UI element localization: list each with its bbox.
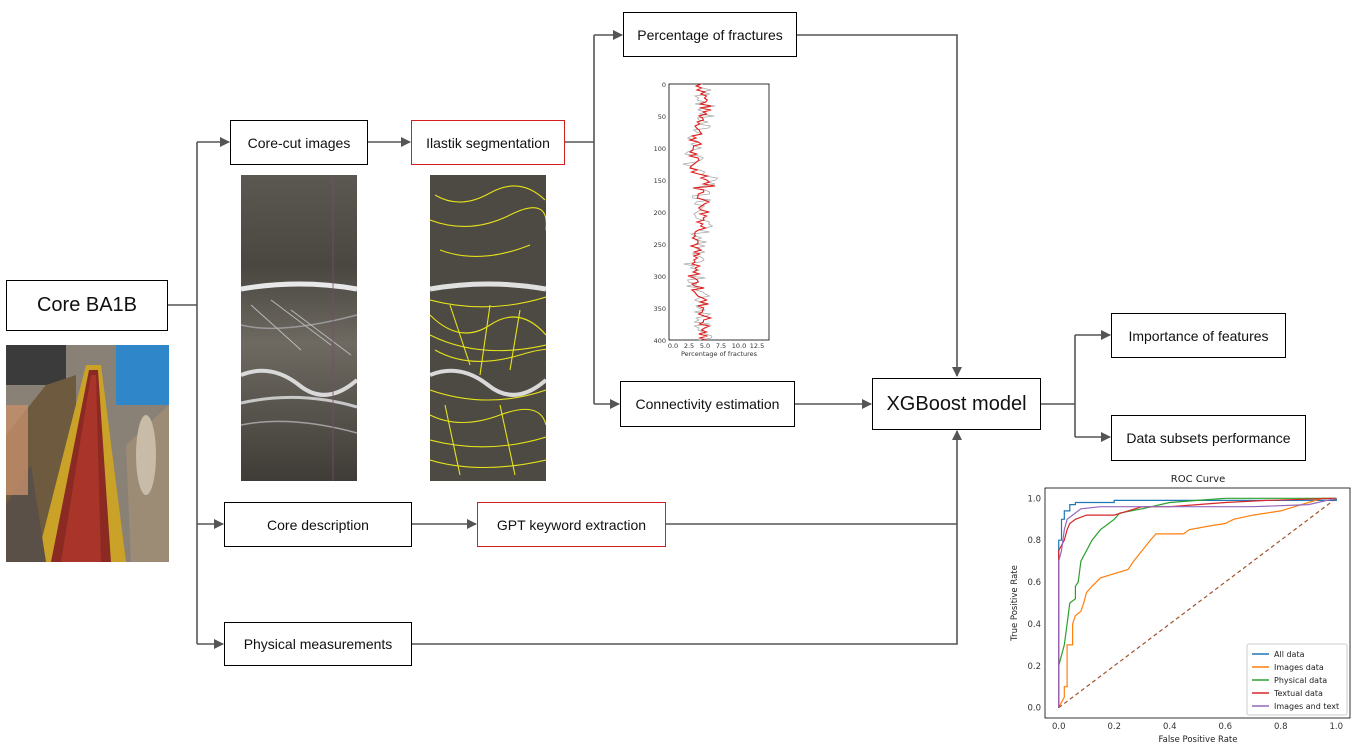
roc-legend-label: All data (1274, 650, 1305, 659)
fracture-plot-xlabel: Percentage of fractures (681, 350, 758, 358)
segmented-core-image (430, 175, 546, 481)
y-tick-1: 50 (658, 113, 666, 121)
roc-ylabel: True Positive Rate (1010, 565, 1020, 642)
core-cut-images-label: Core-cut images (247, 134, 351, 151)
y-tick-5: 250 (654, 241, 666, 249)
roc-x-tick: 0.4 (1163, 722, 1177, 732)
x-tick-4: 10.0 (732, 342, 746, 350)
roc-series-all-data (1058, 498, 1337, 708)
roc-chart: ROC Curve 0.0 0.2 0.4 0.6 0.8 1.0 0.0 0.2 0.4 0.6… (1005, 468, 1361, 748)
roc-series-images-and-text (1058, 497, 1337, 708)
data-subsets-performance-label: Data subsets performance (1126, 430, 1291, 446)
roc-legend-label: Physical data (1274, 676, 1327, 685)
fracture-profile-plot: 0 50 100 150 200 250 300 350 400 0.0 2.5… (647, 78, 772, 360)
roc-x-tick: 0.8 (1274, 722, 1288, 732)
fracture-plot-series (687, 83, 716, 341)
y-tick-7: 350 (654, 305, 666, 313)
x-tick-2: 5.0 (700, 342, 710, 350)
percentage-of-fractures-node: Percentage of fractures (623, 12, 797, 57)
x-tick-0: 0.0 (668, 342, 678, 350)
x-tick-3: 7.5 (716, 342, 726, 350)
gpt-keyword-extraction-label: GPT keyword extraction (496, 516, 647, 533)
core-cut-images-node: Core-cut images (230, 120, 368, 165)
x-tick-5: 12.5 (750, 342, 764, 350)
roc-series-images-data (1058, 497, 1337, 708)
xgboost-model-node: XGBoost model (872, 378, 1041, 430)
roc-title: ROC Curve (1171, 474, 1225, 485)
roc-xlabel: False Positive Rate (1159, 735, 1238, 745)
roc-series-physical-data (1058, 497, 1337, 708)
ilastik-segmentation-label: Ilastik segmentation (426, 134, 550, 151)
roc-legend-label: Images data (1274, 663, 1324, 672)
y-tick-3: 150 (654, 177, 666, 185)
y-tick-6: 300 (654, 273, 666, 281)
data-subsets-performance-node: Data subsets performance (1111, 415, 1306, 461)
roc-x-tick: 0.2 (1107, 722, 1121, 732)
roc-x-tick: 0.6 (1218, 722, 1232, 732)
core-photo (6, 345, 169, 562)
roc-y-tick: 0.0 (1027, 704, 1041, 714)
roc-series-textual-data (1058, 497, 1337, 708)
core-description-label: Core description (267, 516, 369, 533)
y-tick-8: 400 (654, 337, 666, 345)
roc-x-tick: 0.0 (1052, 722, 1066, 732)
fracture-plot-envelope (682, 83, 719, 341)
physical-measurements-label: Physical measurements (243, 636, 393, 652)
roc-y-tick: 0.8 (1027, 536, 1041, 546)
roc-legend-label: Images and text (1274, 702, 1339, 711)
connectivity-estimation-label: Connectivity estimation (635, 396, 780, 412)
roc-chance-line (1058, 497, 1337, 709)
y-tick-2: 100 (654, 145, 666, 153)
core-cut-image (241, 175, 357, 481)
roc-legend (1246, 643, 1348, 716)
xgboost-model-label: XGBoost model (886, 392, 1027, 415)
roc-x-tick: 1.0 (1330, 722, 1344, 732)
physical-measurements-node: Physical measurements (224, 622, 412, 666)
importance-of-features-label: Importance of features (1128, 327, 1269, 344)
y-tick-4: 200 (654, 209, 666, 217)
core-node: Core BA1B (6, 280, 168, 331)
ilastik-segmentation-node: Ilastik segmentation (411, 120, 565, 165)
core-label: Core BA1B (36, 294, 138, 316)
roc-legend-label: Textual data (1273, 689, 1323, 698)
connectivity-estimation-node: Connectivity estimation (620, 381, 795, 427)
x-tick-1: 2.5 (684, 342, 694, 350)
roc-y-tick: 0.6 (1027, 578, 1041, 588)
fracture-plot-x-ticks: 0.0 2.5 5.0 7.5 10.0 12.5 (668, 342, 764, 350)
gpt-keyword-extraction-node: GPT keyword extraction (477, 502, 666, 547)
roc-y-tick: 0.2 (1027, 662, 1041, 672)
roc-y-tick: 0.4 (1027, 620, 1041, 630)
percentage-of-fractures-label: Percentage of fractures (637, 26, 783, 43)
roc-y-tick: 1.0 (1027, 494, 1041, 504)
core-description-node: Core description (224, 502, 412, 547)
importance-of-features-node: Importance of features (1111, 313, 1286, 358)
fracture-plot-y-ticks: 0 50 100 150 200 250 300 350 400 (654, 81, 666, 345)
y-tick-0: 0 (662, 81, 666, 89)
